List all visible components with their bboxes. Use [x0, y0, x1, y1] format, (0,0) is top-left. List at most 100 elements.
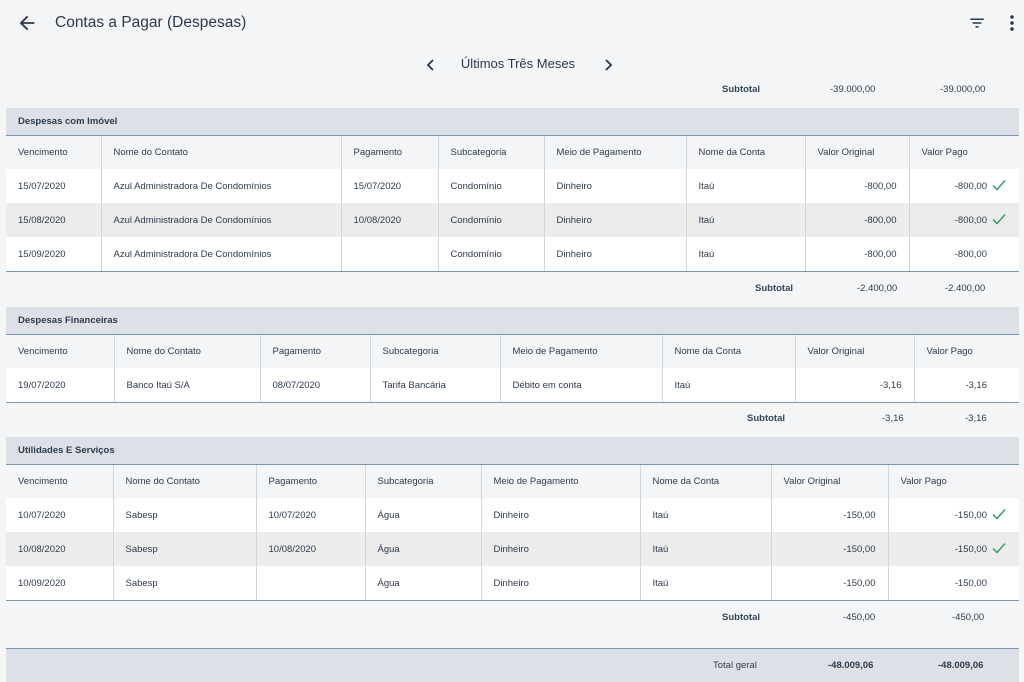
cell-original: -800,00: [804, 203, 909, 237]
column-header[interactable]: Subcategoria: [437, 136, 544, 169]
column-header[interactable]: Meio de Pagamento: [480, 465, 640, 498]
cell-vencimento: 15/09/2020: [6, 237, 101, 272]
section-title: Despesas com Imóvel: [18, 116, 118, 127]
table-header-row: Vencimento Nome do Contato Pagamento Sub…: [6, 465, 1019, 498]
period-label: Últimos Três Meses: [460, 56, 576, 71]
cell-vencimento: 10/08/2020: [6, 532, 113, 566]
column-header[interactable]: Subcategoria: [369, 335, 500, 368]
column-header[interactable]: Meio de Pagamento: [543, 136, 686, 169]
cell-vencimento: 15/08/2020: [6, 203, 101, 237]
grand-total-row: Total geral -48.009,06 -48.009,06: [6, 648, 1019, 682]
check-icon: [992, 180, 1006, 191]
subtotal-paid: -2.400,00: [945, 283, 986, 294]
cell-original: -150,00: [770, 532, 888, 566]
table-header-row: Vencimento Nome do Contato Pagamento Sub…: [6, 335, 1019, 368]
cell-pagamento: 15/07/2020: [340, 169, 438, 203]
column-header[interactable]: Nome do Contato: [113, 335, 260, 368]
cell-meio: Dinheiro: [543, 237, 686, 272]
subtotal-original: -3,16: [882, 413, 904, 424]
total-original: -48.009,06: [828, 660, 874, 671]
cell-meio: Dinheiro: [480, 566, 640, 601]
table-row[interactable]: 10/08/2020 Sabesp 10/08/2020 Água Dinhei…: [6, 532, 1019, 566]
cell-original: -150,00: [770, 498, 888, 532]
cell-original: -800,00: [804, 237, 909, 272]
column-header[interactable]: Vencimento: [6, 465, 113, 498]
chevron-left-icon[interactable]: [424, 57, 438, 73]
column-header[interactable]: Nome da Conta: [661, 335, 795, 368]
cell-meio: Dinheiro: [543, 169, 686, 203]
total-paid: -48.009,06: [938, 660, 984, 671]
cell-pagamento: 10/08/2020: [340, 203, 438, 237]
subtotal-original: -450,00: [843, 612, 876, 623]
cell-contato: Sabesp: [112, 532, 256, 566]
paid-value: -150,00: [954, 577, 987, 589]
subtotal-paid: -450,00: [952, 612, 985, 623]
cell-contato: Sabesp: [112, 566, 256, 601]
column-header[interactable]: Meio de Pagamento: [499, 335, 662, 368]
cell-contato: Banco Itaú S/A: [113, 368, 260, 403]
cell-conta: Itaú: [685, 237, 805, 272]
cell-contato: Azul Administradora De Condomínios: [100, 237, 341, 272]
section-header: Despesas Financeiras: [6, 307, 1019, 335]
cell-pagamento: [255, 566, 365, 601]
column-header[interactable]: Valor Pago: [887, 465, 1019, 498]
subtotal-paid: -3,16: [965, 413, 987, 424]
top-subtotal-row: Subtotal -39.000,00 -39.000,00: [0, 81, 1024, 101]
cell-pago: -800,00: [908, 169, 1019, 203]
subtotal-paid: -39.000,00: [940, 84, 986, 95]
cell-subcategoria: Condomínio: [437, 169, 544, 203]
table-row[interactable]: 15/07/2020 Azul Administradora De Condom…: [6, 169, 1019, 203]
cell-vencimento: 19/07/2020: [6, 368, 114, 403]
cell-subcategoria: Condomínio: [437, 237, 544, 272]
column-header[interactable]: Vencimento: [6, 136, 101, 169]
column-header[interactable]: Valor Pago: [913, 335, 1019, 368]
chevron-right-icon[interactable]: [601, 57, 615, 73]
cell-pago: -800,00: [908, 237, 1019, 272]
column-header[interactable]: Nome da Conta: [639, 465, 771, 498]
paid-value: -150,00: [954, 509, 987, 521]
more-vertical-icon[interactable]: [1004, 12, 1020, 34]
expense-table: Vencimento Nome do Contato Pagamento Sub…: [6, 335, 1019, 403]
column-header[interactable]: Nome do Contato: [100, 136, 341, 169]
column-header[interactable]: Vencimento: [6, 335, 114, 368]
subtotal-label: Subtotal: [755, 283, 793, 294]
filter-icon[interactable]: [968, 14, 986, 32]
column-header[interactable]: Nome da Conta: [685, 136, 805, 169]
table-row[interactable]: 19/07/2020 Banco Itaú S/A 08/07/2020 Tar…: [6, 368, 1019, 403]
table-row[interactable]: 10/07/2020 Sabesp 10/07/2020 Água Dinhei…: [6, 498, 1019, 532]
cell-meio: Dinheiro: [480, 498, 640, 532]
cell-pago: -3,16: [913, 368, 1019, 403]
check-icon: [992, 509, 1006, 520]
cell-meio: Débito em conta: [499, 368, 662, 403]
column-header[interactable]: Valor Pago: [908, 136, 1019, 169]
section-utilidades-servicos: Utilidades E Serviços Vencimento Nome do…: [6, 437, 1019, 601]
section-despesas-financeiras: Despesas Financeiras Vencimento Nome do …: [6, 307, 1019, 403]
arrow-left-icon[interactable]: [16, 12, 38, 34]
column-header[interactable]: Nome do Contato: [112, 465, 256, 498]
cell-subcategoria: Água: [364, 532, 481, 566]
table-row[interactable]: 10/09/2020 Sabesp Água Dinheiro Itaú -15…: [6, 566, 1019, 601]
expense-table: Vencimento Nome do Contato Pagamento Sub…: [6, 465, 1019, 601]
column-header[interactable]: Valor Original: [804, 136, 909, 169]
paid-value: -800,00: [954, 248, 987, 260]
cell-meio: Dinheiro: [543, 203, 686, 237]
subtotal-original: -39.000,00: [830, 84, 876, 95]
table-row[interactable]: 15/09/2020 Azul Administradora De Condom…: [6, 237, 1019, 272]
column-header[interactable]: Pagamento: [259, 335, 370, 368]
cell-conta: Itaú: [639, 532, 771, 566]
cell-meio: Dinheiro: [480, 532, 640, 566]
cell-conta: Itaú: [639, 566, 771, 601]
check-icon: [992, 543, 1006, 554]
table-row[interactable]: 15/08/2020 Azul Administradora De Condom…: [6, 203, 1019, 237]
cell-original: -3,16: [794, 368, 914, 403]
column-header[interactable]: Pagamento: [255, 465, 365, 498]
cell-subcategoria: Água: [364, 566, 481, 601]
column-header[interactable]: Valor Original: [770, 465, 888, 498]
column-header[interactable]: Subcategoria: [364, 465, 481, 498]
cell-conta: Itaú: [685, 203, 805, 237]
cell-vencimento: 10/09/2020: [6, 566, 113, 601]
period-selector: Últimos Três Meses: [0, 54, 1024, 76]
column-header[interactable]: Pagamento: [340, 136, 438, 169]
cell-original: -800,00: [804, 169, 909, 203]
column-header[interactable]: Valor Original: [794, 335, 914, 368]
